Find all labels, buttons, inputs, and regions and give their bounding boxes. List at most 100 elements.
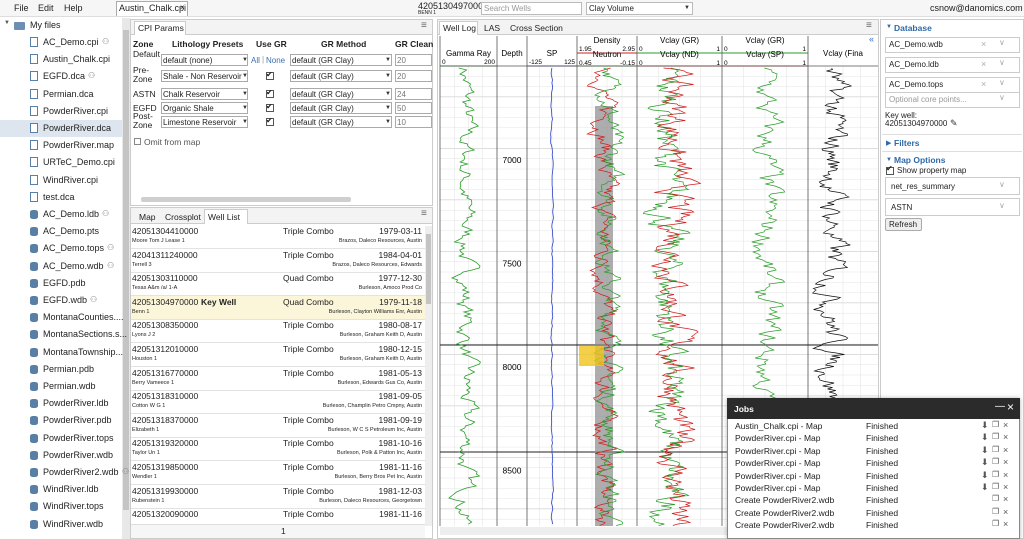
method-select[interactable] [290, 116, 392, 128]
preset-select[interactable] [161, 54, 248, 66]
omit-checkbox[interactable] [134, 138, 141, 145]
file-name[interactable]: AC_Demo.cpi [43, 37, 99, 47]
curve-select[interactable] [586, 2, 693, 15]
preset-select[interactable] [161, 102, 248, 114]
search-box[interactable] [481, 2, 582, 15]
checkbox[interactable] [266, 90, 274, 98]
file-name[interactable]: Permian.dca [43, 88, 94, 99]
well-uwi[interactable]: 42051319930000 [132, 485, 199, 496]
file-name[interactable]: WindRiver.ldb [43, 484, 99, 495]
file-name[interactable]: AC_Demo.ldb [43, 209, 100, 219]
collapse-right[interactable]: « [869, 34, 875, 44]
file-name[interactable]: PowderRiver.pdb [43, 415, 112, 426]
checkbox[interactable] [886, 167, 894, 175]
refresh-button[interactable] [885, 218, 922, 231]
map-select[interactable] [885, 198, 1020, 216]
file-name[interactable]: MontanaTownship... [43, 346, 124, 357]
well-uwi[interactable]: 42051303110000 [132, 273, 198, 284]
menu-icon[interactable]: ≡ [421, 20, 427, 31]
file-name[interactable]: PowderRiver.tops [43, 432, 114, 443]
file-name[interactable]: AC_Demo.pts [43, 226, 100, 237]
well-uwi[interactable]: 42051308350000 [132, 320, 199, 331]
tab-label[interactable]: Map [139, 212, 156, 222]
clean-input[interactable] [395, 102, 432, 114]
core-input[interactable] [885, 92, 1020, 108]
file-name[interactable]: URTeC_Demo.cpi [43, 157, 115, 168]
checkbox[interactable] [266, 72, 274, 80]
menu-icon[interactable]: ≡ [421, 208, 427, 219]
h-scrollbar[interactable] [141, 197, 351, 202]
file-name[interactable]: Permian.pdb [43, 363, 95, 374]
section-title[interactable]: Database [894, 23, 932, 33]
remove-icon[interactable]: × [1003, 506, 1009, 517]
file-icon[interactable]: ❐ [992, 432, 1000, 442]
method-select[interactable] [290, 88, 392, 100]
clear-icon[interactable]: × [981, 79, 987, 89]
file-name[interactable]: test.dca [43, 191, 75, 202]
select-none[interactable]: None [266, 55, 286, 65]
clean-input[interactable] [395, 54, 432, 66]
remove-icon[interactable]: × [1003, 469, 1009, 480]
file-name[interactable]: AC_Demo.wdb [43, 260, 104, 271]
remove-icon[interactable]: × [1003, 432, 1009, 443]
file-icon[interactable]: ❐ [992, 469, 1000, 479]
select-all[interactable]: All [251, 55, 260, 65]
minimize[interactable]: — [995, 401, 1005, 412]
page-number[interactable]: 1 [281, 526, 286, 536]
file-name[interactable]: AC_Demo.tops [43, 243, 105, 254]
well-uwi[interactable]: 42051320090000 [132, 509, 199, 520]
clean-input[interactable] [395, 88, 432, 100]
well-uwi[interactable]: 42051312010000 [132, 344, 199, 354]
download-icon[interactable]: ⬇ [981, 420, 989, 430]
remove-icon[interactable]: × [1003, 457, 1009, 468]
remove-icon[interactable]: × [1003, 444, 1009, 455]
db-input[interactable] [885, 37, 1020, 53]
file-name[interactable]: Permian.wdb [43, 381, 96, 391]
menu-item[interactable]: Edit [38, 3, 54, 13]
remove-icon[interactable]: × [1003, 482, 1009, 492]
scrollbar-thumb[interactable] [123, 30, 129, 510]
file-name[interactable]: MontanaCounties.... [43, 312, 124, 323]
well-uwi[interactable]: 42051304970000 [132, 296, 199, 307]
map-select[interactable] [885, 177, 1020, 195]
file-name[interactable]: EGFD.wdb [43, 295, 88, 305]
tab-label[interactable]: Well Log [443, 23, 476, 33]
tab-close[interactable]: × [180, 3, 185, 12]
download-icon[interactable]: ⬇ [981, 482, 989, 492]
close[interactable]: × [1007, 400, 1015, 414]
well-uwi[interactable]: 42051319320000 [132, 438, 199, 449]
menu-item[interactable]: Help [64, 3, 83, 13]
preset-select[interactable] [161, 70, 248, 82]
download-icon[interactable]: ⬇ [981, 432, 989, 443]
preset-select[interactable] [161, 116, 248, 128]
well-uwi[interactable]: 42051316770000 [132, 367, 199, 378]
tab-label[interactable]: Cross Section [510, 23, 563, 33]
preset-select[interactable] [161, 88, 248, 100]
file-name[interactable]: PowderRiver.ldb [43, 398, 109, 409]
clean-input[interactable] [395, 116, 432, 128]
menu-icon[interactable]: ≡ [866, 20, 872, 31]
file-name[interactable]: PowderRiver.cpi [43, 105, 109, 116]
method-select[interactable] [290, 102, 392, 114]
list-scroll-thumb[interactable] [426, 234, 431, 304]
download-icon[interactable]: ⬇ [981, 469, 989, 480]
checkbox[interactable] [266, 118, 274, 126]
tab-label[interactable]: LAS [484, 23, 501, 33]
section-title[interactable]: Filters [894, 138, 920, 148]
file-name[interactable]: PowderRiver.dca [43, 123, 112, 133]
file-name[interactable]: MontanaSections.s... [43, 329, 128, 340]
remove-icon[interactable]: × [1003, 519, 1009, 530]
section-title[interactable]: Map Options [894, 155, 946, 165]
menu-item[interactable]: File [14, 3, 29, 13]
clear-icon[interactable]: × [981, 59, 987, 69]
clean-input[interactable] [395, 70, 432, 82]
file-name[interactable]: EGFD.pdb [43, 277, 86, 288]
file-name[interactable]: WindRiver.wdb [43, 518, 104, 529]
well-uwi[interactable]: 42051304410000 [132, 226, 199, 236]
well-uwi[interactable]: 42051318370000 [132, 414, 199, 425]
db-input[interactable] [885, 57, 1020, 73]
file-tab[interactable] [116, 1, 188, 16]
file-icon[interactable]: ❐ [992, 519, 1000, 529]
file-name[interactable]: WindRiver.tops [43, 501, 104, 512]
download-icon[interactable]: ⬇ [981, 457, 989, 468]
